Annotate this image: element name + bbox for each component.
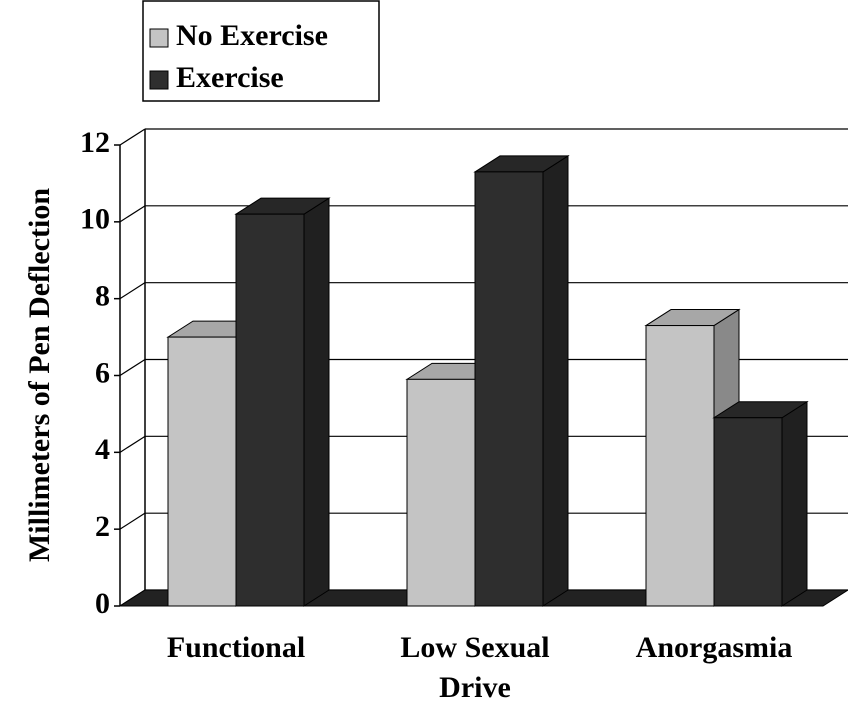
y-axis-label: Millimeters of Pen Deflection xyxy=(23,188,56,562)
bar-side xyxy=(542,154,569,607)
bar xyxy=(406,378,476,607)
grid-line xyxy=(119,282,146,300)
y-tick-label: 8 xyxy=(95,280,110,313)
grid-line xyxy=(119,205,146,223)
grid-line xyxy=(119,512,146,530)
y-tick-label: 0 xyxy=(95,587,110,620)
y-tick-label: 12 xyxy=(80,126,110,159)
grid-line xyxy=(119,358,146,377)
bar xyxy=(713,417,783,607)
bar xyxy=(645,325,715,607)
y-tick-label: 10 xyxy=(80,203,110,236)
grid-line xyxy=(119,128,146,146)
bar-side xyxy=(781,400,808,607)
legend-swatch xyxy=(149,70,169,90)
grid-line xyxy=(119,435,146,453)
legend-swatch xyxy=(149,28,169,48)
legend-label: No Exercise xyxy=(176,19,328,52)
legend-label: Exercise xyxy=(176,61,284,94)
y-tick-label: 2 xyxy=(95,510,110,543)
bar xyxy=(474,171,544,607)
bar xyxy=(167,336,237,607)
y-tick-label: 4 xyxy=(95,433,110,466)
bar-side xyxy=(303,197,330,607)
x-tick-label: Low Sexual Drive xyxy=(400,631,550,702)
bar xyxy=(235,213,305,607)
x-tick-label: Functional xyxy=(166,631,306,664)
x-tick-label: Anorgasmia xyxy=(635,631,793,664)
y-tick-label: 6 xyxy=(95,356,110,389)
legend-box xyxy=(142,0,380,102)
